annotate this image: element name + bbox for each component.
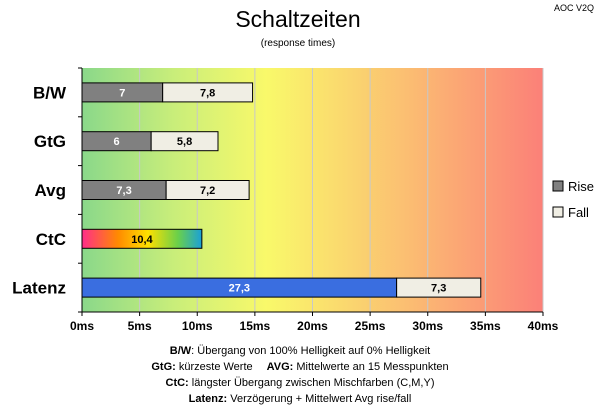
x-tick-label: 15ms [240,319,271,333]
chart-title: Schaltzeiten [235,6,360,32]
note-ctc-text: längster Übergang zwischen Mischfarben (… [189,377,435,389]
note-ctc-key: CtC: [166,377,189,389]
x-tick-label: 5ms [128,319,152,333]
note-latenz-key: Latenz: [189,393,228,405]
category-label: CtC [36,230,66,249]
x-tick-label: 35ms [470,319,501,333]
category-label: Latenz [12,279,66,298]
bar-fall [396,277,482,298]
bar-fall-label: 5,8 [177,136,192,148]
bar-fall-label: 7,8 [200,87,215,99]
bar-fall [162,82,254,103]
note-bw-text: : Übergang von 100% Helligkeit auf 0% He… [191,345,430,357]
note-gtg-key: GtG: [151,361,175,373]
bar-rise-label: 7 [119,87,125,99]
x-tick-label: 10ms [182,319,213,333]
bar-fall [165,180,250,200]
category-label: Avg [35,181,67,200]
x-tick-label: 20ms [297,319,328,333]
note-ctc: CtC: längster Übergang zwischen Mischfar… [166,377,435,389]
note-latenz-text: Verzögerung + Mittelwert Avg rise/fall [227,393,411,405]
category-label: GtG [34,132,66,151]
note-avg-text: Mittelwerte an 15 Messpunkten [293,361,448,373]
legend-label-fall: Fall [568,205,589,220]
legend-label-rise: Rise [568,179,594,194]
note-gtg-text: kürzeste Werte [176,361,253,373]
note-bw: B/W: Übergang von 100% Helligkeit auf 0%… [170,345,430,357]
x-tick-label: 40ms [528,319,559,333]
x-tick-label: 30ms [412,319,443,333]
bar-rise [81,228,203,249]
note-gtg-avg: GtG: kürzeste Werte AVG: Mittelwerte an 1… [151,361,448,373]
category-labels: B/W GtG Avg CtC Latenz [12,83,67,297]
bar-rise-label: 27,3 [229,283,250,295]
footnotes: B/W: Übergang von 100% Helligkeit auf 0%… [151,345,448,405]
corner-label: AOC V2Q [554,3,594,13]
bar-fall-label: 7,3 [431,283,446,295]
legend-swatch-rise [552,180,564,192]
bar-rise-label: 7,3 [116,185,131,197]
bar-fall-label: 7,2 [200,185,215,197]
note-avg-key: AVG: [267,361,294,373]
x-tick-label: 0ms [70,319,94,333]
legend: Rise Fall [552,179,594,220]
x-tick-label: 25ms [355,319,386,333]
legend-swatch-fall [552,206,564,218]
bar-rise-label: 6 [114,136,120,148]
bar-rise-label: 10,4 [131,234,153,246]
note-bw-key: B/W [170,345,192,357]
category-label: B/W [33,83,67,102]
note-latenz: Latenz: Verzögerung + Mittelwert Avg ris… [189,393,412,405]
bars: 7 7,8 6 5,8 7,3 7,2 10,4 27,3 7,3 [81,82,482,298]
x-tick-labels: 0ms 5ms 10ms 15ms 20ms 25ms 30ms 35ms 40ms [70,319,559,333]
bar-fall [150,131,219,152]
chart-subtitle: (response times) [261,38,335,49]
